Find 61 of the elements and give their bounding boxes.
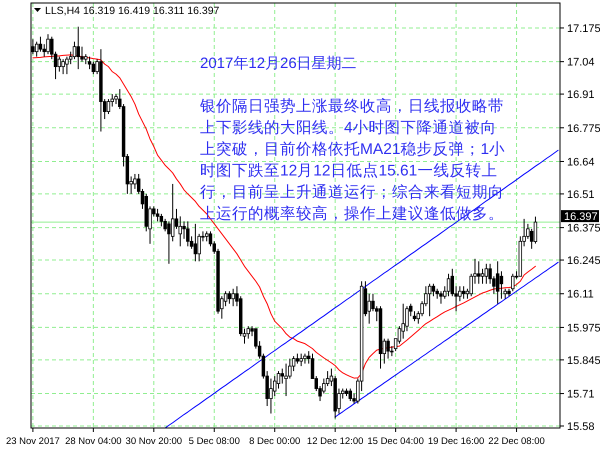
candlestick: [72, 41, 76, 60]
candlestick: [432, 283, 436, 297]
y-tick-label: 17.04: [567, 56, 595, 69]
candlestick: [231, 288, 235, 307]
candlestick: [84, 54, 88, 65]
x-tick-label: 28 Nov 04:00: [65, 436, 122, 447]
candlestick: [76, 26, 80, 70]
candlestick: [484, 263, 488, 284]
candlestick: [246, 326, 250, 340]
x-tick-label: 23 Nov 2017: [6, 436, 60, 447]
x-tick-label: 12 Dec 12:00: [306, 436, 364, 447]
x-tick-label: 8 Dec 00:00: [249, 436, 300, 447]
y-tick-label: 15.845: [567, 354, 600, 367]
candlestick: [446, 273, 450, 297]
y-tick-label: 15.975: [567, 322, 600, 334]
candlestick: [88, 56, 92, 70]
candlestick: [269, 378, 273, 414]
line-series: [334, 262, 559, 418]
y-tick-label: 16.11: [567, 288, 594, 301]
candlestick: [38, 36, 42, 52]
candlestick: [303, 353, 307, 364]
annotation: 2017年12月26日星期二: [200, 55, 357, 72]
ref-label: 16.397: [561, 210, 599, 224]
x-tick-label: 15 Dec 04:00: [367, 436, 424, 447]
y-tick-label: 15.71: [567, 388, 595, 401]
candlestick: [428, 283, 432, 317]
candlestick: [462, 286, 466, 300]
candlestick: [58, 56, 62, 72]
y-tick-label: 17.175: [567, 22, 600, 35]
candlestick: [228, 290, 232, 304]
y-tick-label: 15.58: [567, 421, 595, 434]
candlestick: [194, 223, 198, 262]
candlestick: [299, 353, 303, 367]
candlestick: [435, 288, 439, 300]
candlestick: [167, 220, 171, 264]
ref-line-label: 16.397: [564, 211, 598, 224]
y-tick-label: 16.245: [567, 255, 600, 268]
y-tick-label: 16.775: [567, 122, 600, 135]
candlestick: [480, 268, 484, 284]
candlestick: [61, 58, 65, 75]
candlestick: [511, 273, 514, 292]
x-tick-label: 30 Nov 20:00: [126, 436, 182, 447]
x-tick-label: 19 Dec 16:00: [428, 436, 484, 447]
annotation: LLS,H4 16.319 16.419 16.311 16.397: [45, 5, 220, 17]
x-tick-label: 5 Dec 08:00: [188, 436, 240, 447]
y-tick-label: 16.51: [567, 188, 595, 201]
y-tick-label: 16.91: [567, 89, 595, 102]
x-tick-label: 22 Dec 08:00: [488, 436, 545, 447]
y-tick-label: 16.375: [567, 222, 600, 235]
candlestick: [276, 370, 280, 390]
candlestick: [348, 388, 352, 402]
candlestick: [401, 303, 405, 340]
candlestick: [500, 270, 504, 300]
candlestick: [477, 260, 480, 284]
y-tick-label: 16.64: [567, 156, 595, 168]
candlestick: [496, 260, 500, 304]
candlestick: [114, 94, 118, 105]
candlestick: [296, 353, 300, 364]
candlestick: [186, 220, 190, 247]
candlestick: [204, 230, 208, 242]
candlestick: [386, 338, 390, 360]
